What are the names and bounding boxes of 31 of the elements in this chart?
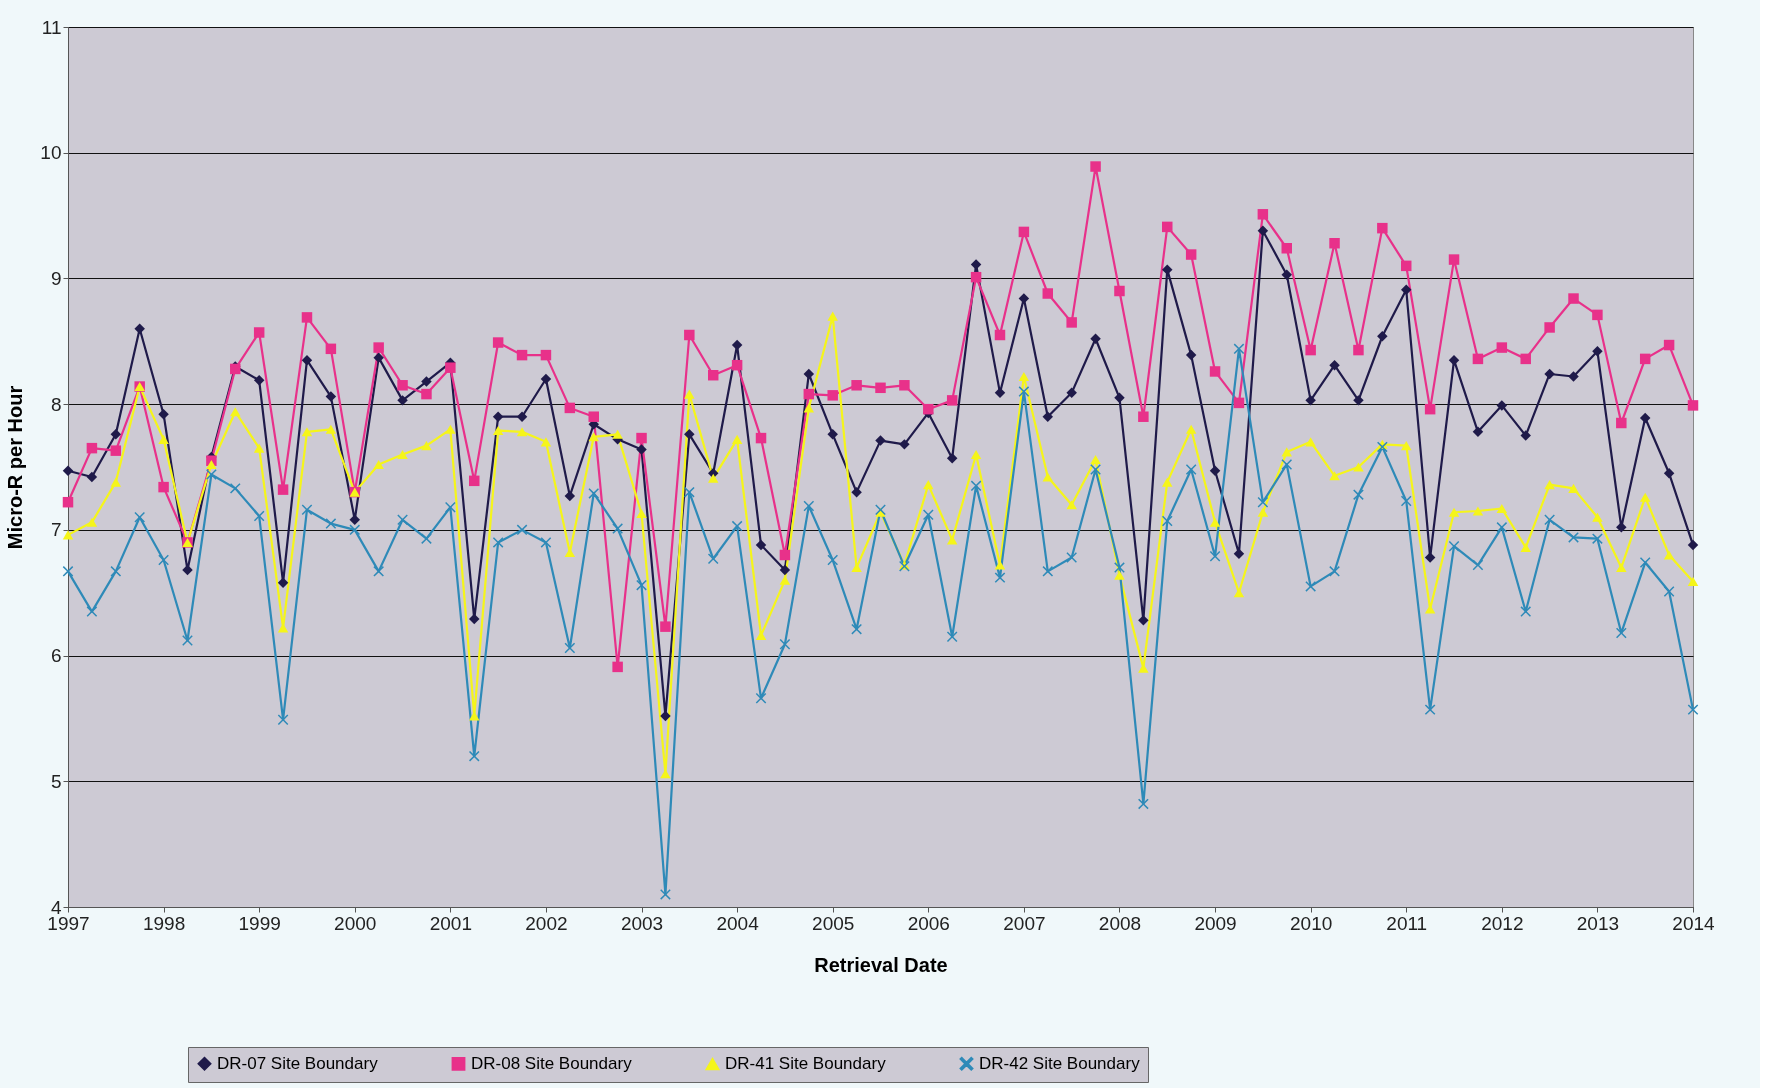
x-tick-label: 2001 (429, 912, 472, 934)
y-tick-label: 10 (40, 142, 62, 164)
x-tick-label: 2008 (1098, 912, 1142, 934)
x-tick-label: 2003 (620, 912, 664, 934)
x-tick-label: 2013 (1576, 912, 1620, 934)
legend-label: DR-42 Site Boundary (979, 1053, 1141, 1073)
y-tick-label: 4 (50, 896, 62, 918)
x-tick-label: 2011 (1386, 912, 1428, 934)
y-tick-label: 11 (41, 16, 62, 38)
x-tick-label: 2009 (1194, 912, 1237, 934)
x-tick-label: 2005 (812, 912, 855, 934)
x-tick-label: 2000 (334, 912, 377, 934)
y-tick-label: 9 (50, 267, 62, 289)
legend-label: DR-41 Site Boundary (725, 1054, 887, 1074)
y-tick-label: 7 (50, 519, 62, 541)
x-tick-label: 2010 (1290, 912, 1333, 934)
x-tick-label: 2002 (525, 912, 568, 934)
x-tick-label: 1998 (142, 912, 186, 934)
legend-label: DR-08 Site Boundary (471, 1053, 633, 1073)
legend-label: DR-07 Site Boundary (217, 1053, 379, 1073)
y-tick-label: 8 (50, 393, 62, 415)
x-tick-label: 2014 (1672, 912, 1716, 934)
x-tick-label: 2007 (1003, 912, 1046, 934)
x-tick-label: 2006 (907, 912, 950, 934)
x-tick-label: 2004 (716, 912, 760, 934)
x-tick-label: 2012 (1481, 912, 1524, 934)
y-axis-title: Micro-R per Hour (4, 385, 27, 550)
x-axis-title: Retrieval Date (814, 953, 948, 976)
y-tick-label: 6 (50, 645, 62, 667)
x-tick-label: 1999 (238, 912, 281, 934)
y-tick-label: 5 (50, 770, 62, 792)
